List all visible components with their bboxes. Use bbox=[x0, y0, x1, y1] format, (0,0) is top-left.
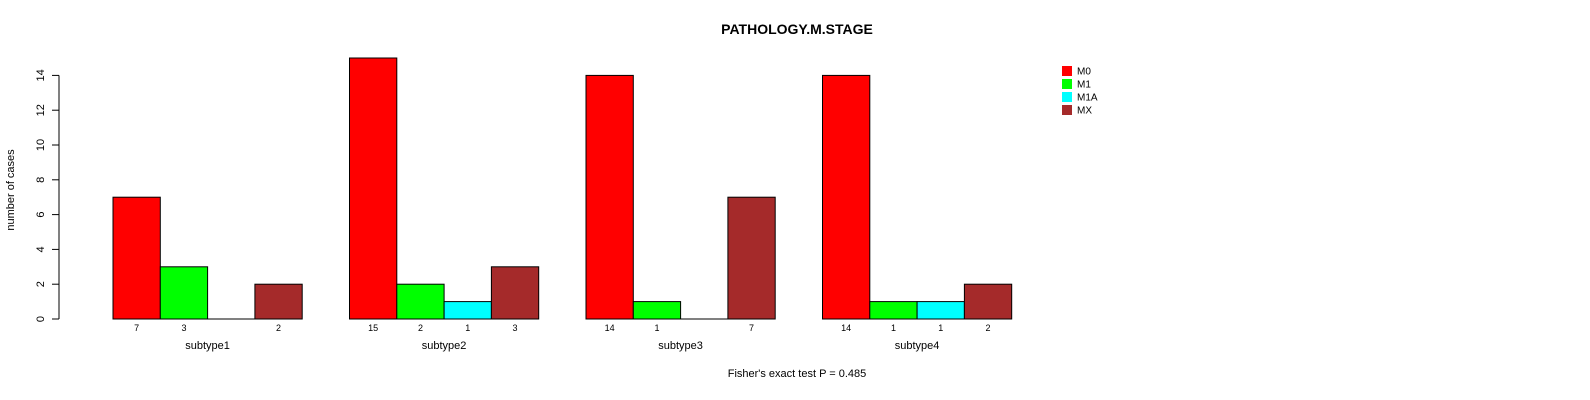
value-label: 2 bbox=[986, 323, 991, 333]
legend-label: M1A bbox=[1077, 93, 1098, 104]
value-label: 1 bbox=[938, 323, 943, 333]
bar-group-subtype2: 15 2 1 3 subtype2 bbox=[349, 57, 540, 352]
category-label: subtype4 bbox=[895, 340, 940, 352]
legend-item-m1: M1 bbox=[1062, 79, 1091, 91]
value-label: 7 bbox=[134, 323, 139, 333]
y-tick-label: 12 bbox=[35, 104, 47, 116]
y-tick-label: 4 bbox=[35, 246, 47, 252]
category-label: subtype1 bbox=[185, 340, 230, 352]
bar-m1-subtype3 bbox=[632, 301, 682, 320]
category-label: subtype2 bbox=[422, 340, 467, 352]
bar-m0-subtype4 bbox=[822, 74, 871, 320]
legend-swatch bbox=[1062, 66, 1072, 76]
value-label: 14 bbox=[605, 323, 615, 333]
legend-item-m0: M0 bbox=[1062, 66, 1091, 78]
y-tick-label: 10 bbox=[35, 139, 47, 151]
value-label: 3 bbox=[181, 323, 186, 333]
legend-label: M1 bbox=[1077, 80, 1091, 91]
legend-swatch bbox=[1062, 105, 1072, 115]
value-label: 7 bbox=[749, 323, 754, 333]
bar-m1-subtype4 bbox=[869, 301, 918, 320]
legend-label: M0 bbox=[1077, 67, 1091, 78]
y-axis: 0 2 4 6 8 10 12 14 bbox=[35, 69, 60, 322]
fisher-test-caption: Fisher's exact test P = 0.485 bbox=[728, 368, 867, 380]
bar-m0-subtype2 bbox=[349, 57, 398, 320]
value-label: 14 bbox=[841, 323, 851, 333]
legend-item-mx: MX bbox=[1062, 105, 1092, 117]
bar-mx-subtype3 bbox=[727, 196, 776, 320]
bar-group-subtype1: 7 3 2 subtype1 bbox=[112, 196, 303, 352]
value-label: 15 bbox=[368, 323, 378, 333]
bar-group-subtype3: 14 1 7 subtype3 bbox=[585, 74, 776, 352]
value-label: 1 bbox=[465, 323, 470, 333]
bar-mx-subtype1 bbox=[254, 283, 303, 320]
y-tick-label: 2 bbox=[35, 281, 47, 287]
legend-swatch bbox=[1062, 79, 1072, 89]
chart-title: PATHOLOGY.M.STAGE bbox=[721, 21, 873, 37]
bar-m1a-subtype2 bbox=[443, 301, 492, 320]
legend-label: MX bbox=[1077, 106, 1092, 117]
bar-m0-subtype3 bbox=[585, 74, 634, 320]
value-label: 1 bbox=[891, 323, 896, 333]
value-label: 2 bbox=[276, 323, 281, 333]
bar-m1-subtype1 bbox=[159, 266, 209, 320]
bar-group-subtype4: 14 1 1 2 subtype4 bbox=[822, 74, 1013, 352]
value-label: 1 bbox=[654, 323, 659, 333]
y-tick-label: 6 bbox=[35, 212, 47, 218]
bar-mx-subtype4 bbox=[963, 283, 1013, 320]
bar-mx-subtype2 bbox=[490, 266, 540, 320]
bar-m1a-subtype4 bbox=[916, 301, 965, 320]
y-tick-label: 0 bbox=[35, 316, 47, 322]
legend-swatch bbox=[1062, 92, 1072, 102]
legend: M0 M1 M1A MX bbox=[1062, 66, 1098, 117]
y-tick-label: 8 bbox=[35, 177, 47, 183]
category-label: subtype3 bbox=[658, 340, 703, 352]
y-axis-label: number of cases bbox=[5, 149, 17, 231]
y-tick-label: 14 bbox=[35, 69, 47, 81]
value-label: 2 bbox=[418, 323, 423, 333]
value-label: 3 bbox=[513, 323, 518, 333]
bar-m1-subtype2 bbox=[396, 283, 445, 320]
bar-m0-subtype1 bbox=[112, 196, 161, 320]
legend-item-m1a: M1A bbox=[1062, 92, 1098, 104]
